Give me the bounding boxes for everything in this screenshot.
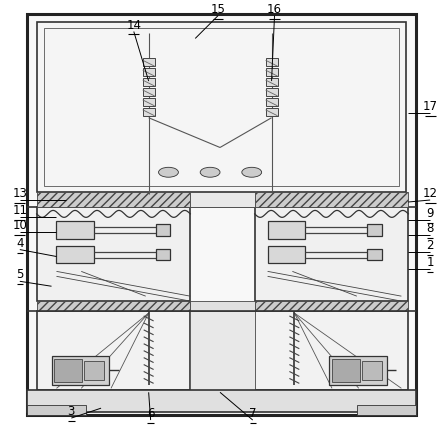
Bar [268,221,305,239]
Bar [255,311,408,390]
Bar [143,108,155,116]
Text: 10: 10 [12,219,27,232]
Text: 14: 14 [126,18,141,32]
Bar [266,78,277,86]
Bar [37,192,190,207]
Bar [54,359,82,383]
Bar [266,88,277,96]
Bar [43,28,400,186]
Bar [27,14,416,415]
Bar [329,356,387,386]
Ellipse shape [159,167,179,177]
Bar [332,359,360,383]
Text: 15: 15 [210,3,225,16]
Text: 13: 13 [12,187,27,200]
Bar [266,108,277,116]
Bar [266,58,277,66]
Bar [155,249,171,260]
Bar [84,360,104,380]
Bar [255,301,408,311]
Bar [266,68,277,76]
Text: 11: 11 [12,204,27,217]
Bar [56,221,94,239]
Text: 8: 8 [427,222,434,235]
Text: 6: 6 [147,407,154,420]
Bar [143,58,155,66]
Text: 1: 1 [427,256,434,269]
Text: 12: 12 [423,187,438,200]
Ellipse shape [242,167,262,177]
Bar [37,22,406,192]
Text: 4: 4 [16,236,23,250]
Bar [51,356,109,386]
Bar [143,68,155,76]
Text: 9: 9 [427,207,434,220]
Bar [190,311,255,390]
Bar [27,390,416,412]
Bar [367,249,381,260]
Text: 7: 7 [249,407,256,420]
Bar [357,405,416,415]
Bar [367,224,381,236]
Bar [143,98,155,106]
Bar [190,301,255,311]
Bar [155,224,171,236]
Bar [143,78,155,86]
Bar [255,192,408,207]
Text: 17: 17 [423,100,438,113]
Text: 5: 5 [16,268,23,281]
Bar [362,360,381,380]
Bar [27,405,86,415]
Ellipse shape [200,167,220,177]
Text: 16: 16 [267,3,282,16]
Bar [37,207,190,301]
Text: 3: 3 [68,405,75,418]
Bar [266,98,277,106]
Bar [190,192,255,207]
Bar [255,207,408,301]
Bar [143,88,155,96]
Bar [37,301,190,311]
Text: 2: 2 [427,239,434,252]
Bar [56,246,94,263]
Bar [37,311,190,390]
Bar [268,246,305,263]
